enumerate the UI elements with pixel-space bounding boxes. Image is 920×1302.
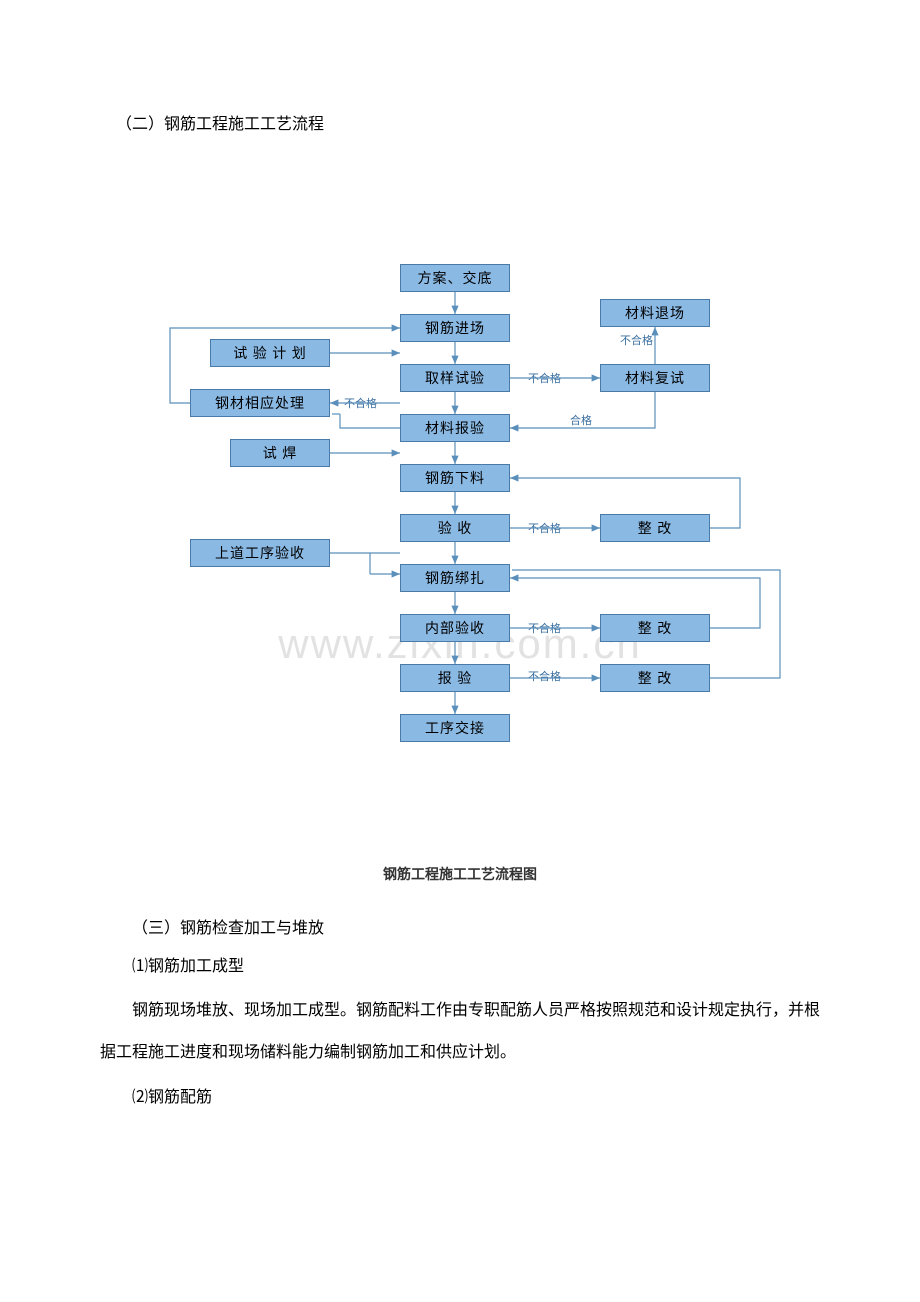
flowchart-caption: 钢筋工程施工工艺流程图 <box>100 864 820 884</box>
sub-1: ⑴钢筋加工成型 <box>100 952 820 976</box>
flowchart-arrows <box>100 264 820 844</box>
sub-2: ⑵钢筋配筋 <box>100 1083 820 1107</box>
page-content: （二）钢筋工程施工工艺流程 方案、交底 钢筋进场 取样试验 材料报验 钢筋下料 … <box>0 0 920 1181</box>
section-2-title: （二）钢筋工程施工工艺流程 <box>100 110 820 134</box>
paragraph-1: 钢筋现场堆放、现场加工成型。钢筋配料工作由专职配筋人员严格按照规范和设计规定执行… <box>100 990 820 1073</box>
section-3-title: （三）钢筋检查加工与堆放 <box>100 914 820 938</box>
flowchart: 方案、交底 钢筋进场 取样试验 材料报验 钢筋下料 验 收 钢筋绑扎 内部验收 … <box>100 264 820 844</box>
